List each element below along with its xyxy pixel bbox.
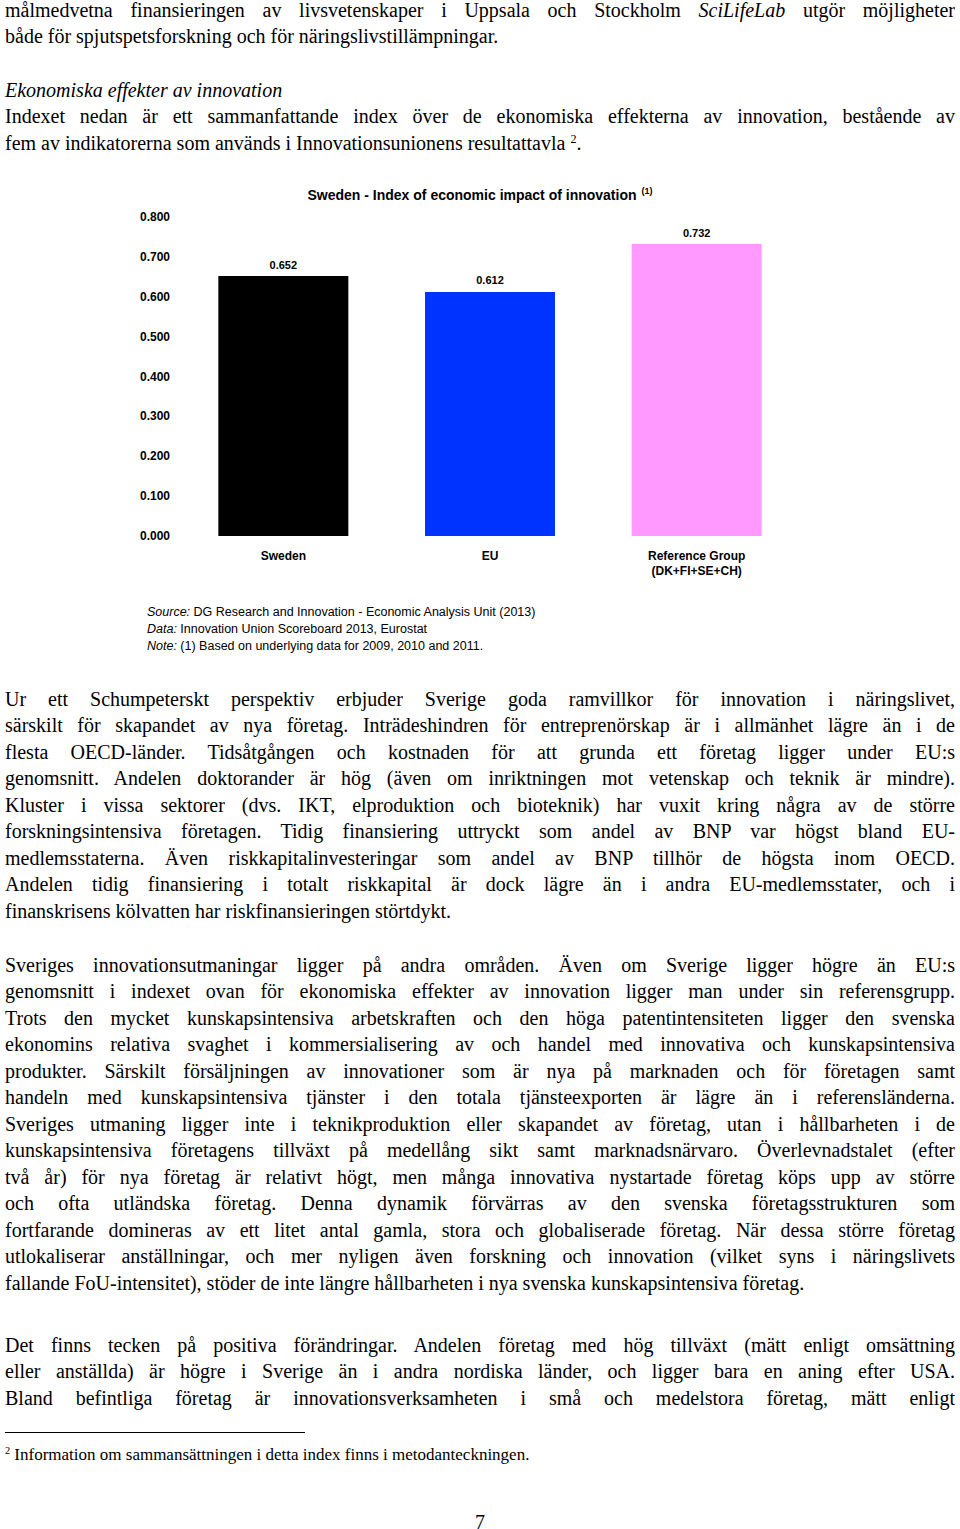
html-text:Data: Innovation Union Scorebo: Data: Innovation Union Scoreboard 2013, … xyxy=(147,622,428,636)
html-text:forskningsintensiva företagen.: forskningsintensiva företagen. Tidig fin… xyxy=(5,820,955,843)
html-text:Kluster i vissa sektorer (dvs.: Kluster i vissa sektorer (dvs. IKT, elpr… xyxy=(5,793,955,816)
html-text:genomsnitt i indexet ovan för: genomsnitt i indexet ovan för ekonomiska… xyxy=(5,980,955,1003)
svg-text:0.200: 0.200 xyxy=(140,449,170,463)
svg-text:EU: EU xyxy=(482,549,499,563)
html-text:produkter. Särskilt försäljnin: produkter. Särskilt försäljningen av inn… xyxy=(5,1059,955,1082)
svg-text:(1): (1) xyxy=(642,186,653,196)
html-text:Sveriges utmaning ligger inte: Sveriges utmaning ligger inte i teknikpr… xyxy=(5,1112,955,1135)
svg-text:Sweden: Sweden xyxy=(261,549,306,563)
svg-text:0.732: 0.732 xyxy=(683,227,711,239)
html-text:Bland befintliga företag är in: Bland befintliga företag är innovationsv… xyxy=(5,1386,955,1409)
html-text:Source: DG Research and Innova: Source: DG Research and Innovation - Eco… xyxy=(147,605,536,619)
svg-text:Sweden - Index of economic imp: Sweden - Index of economic impact of inn… xyxy=(307,187,636,203)
html-text:Ur ett Schumpeterskt perspekti: Ur ett Schumpeterskt perspektiv erbjuder… xyxy=(5,687,955,710)
svg-text:0.400: 0.400 xyxy=(140,370,170,384)
html-text:genomsnitt. Andelen doktorande: genomsnitt. Andelen doktorander är hög (… xyxy=(5,767,955,790)
svg-text:0.652: 0.652 xyxy=(270,259,298,271)
html-text:Det finns tecken på positiva f: Det finns tecken på positiva förändringa… xyxy=(5,1333,955,1356)
svg-text:0.600: 0.600 xyxy=(140,290,170,304)
html-text:Andelen tidig finansiering i t: Andelen tidig finansiering i totalt risk… xyxy=(5,873,955,896)
html-text:både för spjutspetsforskning o: både för spjutspetsforskning och för när… xyxy=(5,25,499,48)
html-text:2Information om sammansättning: 2Information om sammansättningen i detta… xyxy=(5,1444,530,1464)
html-text:utlokaliserar anställningar, o: utlokaliserar anställningar, och mer nyl… xyxy=(5,1245,955,1268)
svg-text:0.100: 0.100 xyxy=(140,489,170,503)
html-text:fallande FoU-intensitet), stöd: fallande FoU-intensitet), stöder de inte… xyxy=(5,1271,805,1294)
html-text:finanskrisens kölvatten har ri: finanskrisens kölvatten har riskfinansie… xyxy=(5,899,451,922)
svg-text:0.000: 0.000 xyxy=(140,529,170,543)
html-text:särskilt för skapandet av nya: särskilt för skapandet av nya företag. I… xyxy=(5,714,955,737)
html-text:fortfarande domineras av ett l: fortfarande domineras av ett litet antal… xyxy=(5,1218,955,1241)
svg-text:0.612: 0.612 xyxy=(476,274,504,286)
svg-text:0.500: 0.500 xyxy=(140,330,170,344)
html-text:Trots den mycket kunskapsinten: Trots den mycket kunskapsintensiva arbet… xyxy=(5,1006,955,1029)
html-text:Note: (1) Based on underlying: Note: (1) Based on underlying data for 2… xyxy=(147,639,484,653)
html-text:kunskapsintensiva företagens t: kunskapsintensiva företagens tillväxt på… xyxy=(5,1139,955,1162)
html-text:handeln med kunskapsintensiva: handeln med kunskapsintensiva tjänster i… xyxy=(5,1086,955,1109)
html-text:fem av indikatorerna som använ: fem av indikatorerna som används i Innov… xyxy=(5,131,582,154)
html-text:ekonomins relativa svaghet i k: ekonomins relativa svaghet i kommersiali… xyxy=(5,1033,955,1056)
html-text:och ofta utländska företag. De: och ofta utländska företag. Denna dynami… xyxy=(5,1192,955,1215)
html-text:Sveriges innovationsutmaningar: Sveriges innovationsutmaningar ligger på… xyxy=(5,953,955,976)
svg-text:(DK+FI+SE+CH): (DK+FI+SE+CH) xyxy=(651,564,741,578)
html-text:medlemsstaterna. Även riskkapi: medlemsstaterna. Även riskkapitalinveste… xyxy=(5,846,955,869)
html-text:Indexet nedan är ett sammanfat: Indexet nedan är ett sammanfattande inde… xyxy=(5,105,955,128)
html-text:flesta OECD-länder. Tidsåtgång: flesta OECD-länder. Tidsåtgången och kos… xyxy=(5,740,955,763)
html-text:två år) för nya företag är rel: två år) för nya företag är relativt högt… xyxy=(5,1165,955,1188)
svg-text:0.300: 0.300 xyxy=(140,409,170,423)
html-text:eller anställda) är högre i Sv: eller anställda) är högre i Sverige än i… xyxy=(5,1360,955,1383)
html-text:Ekonomiska effekter av innovat: Ekonomiska effekter av innovation xyxy=(5,78,283,101)
svg-text:0.800: 0.800 xyxy=(140,210,170,224)
svg-text:0.700: 0.700 xyxy=(140,250,170,264)
svg-text:Reference Group: Reference Group xyxy=(648,549,745,563)
